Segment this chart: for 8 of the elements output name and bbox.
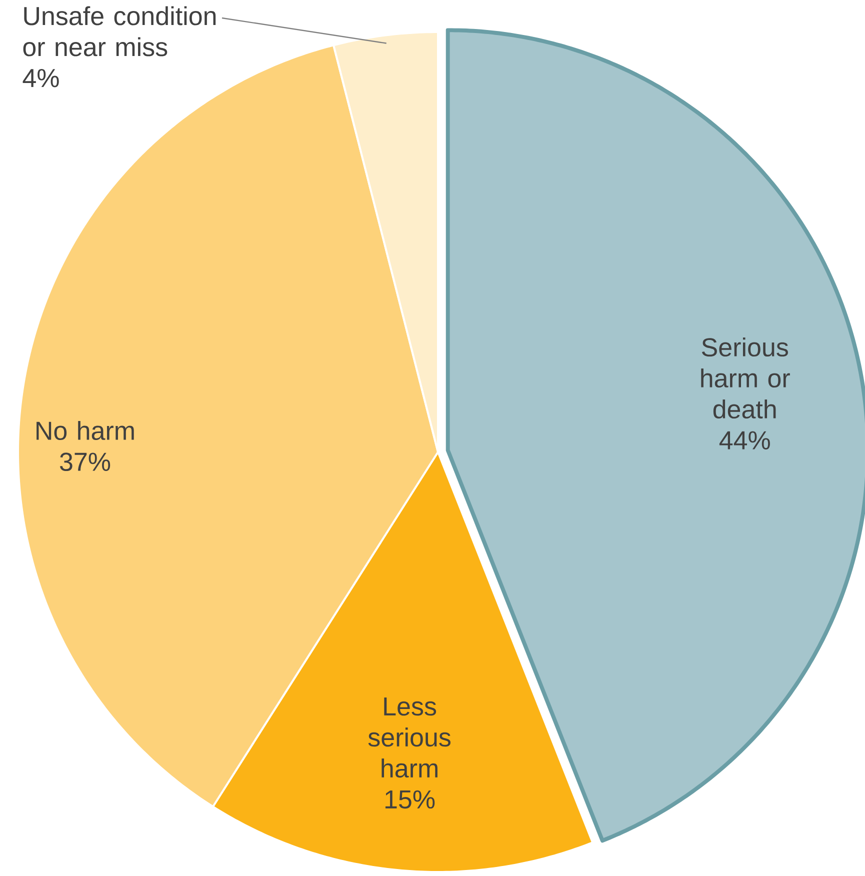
slice-label: Less serious harm bbox=[368, 697, 450, 778]
slice-label: Unsafe condition or near miss bbox=[23, 6, 216, 56]
data-label: 44% bbox=[719, 431, 770, 450]
slice-label: No harm bbox=[36, 420, 134, 440]
data-label: 37% bbox=[60, 452, 110, 472]
data-label: 4% bbox=[22, 69, 59, 88]
slice-label: Serious harm or death bbox=[701, 337, 790, 419]
data-label: 15% bbox=[385, 790, 435, 809]
